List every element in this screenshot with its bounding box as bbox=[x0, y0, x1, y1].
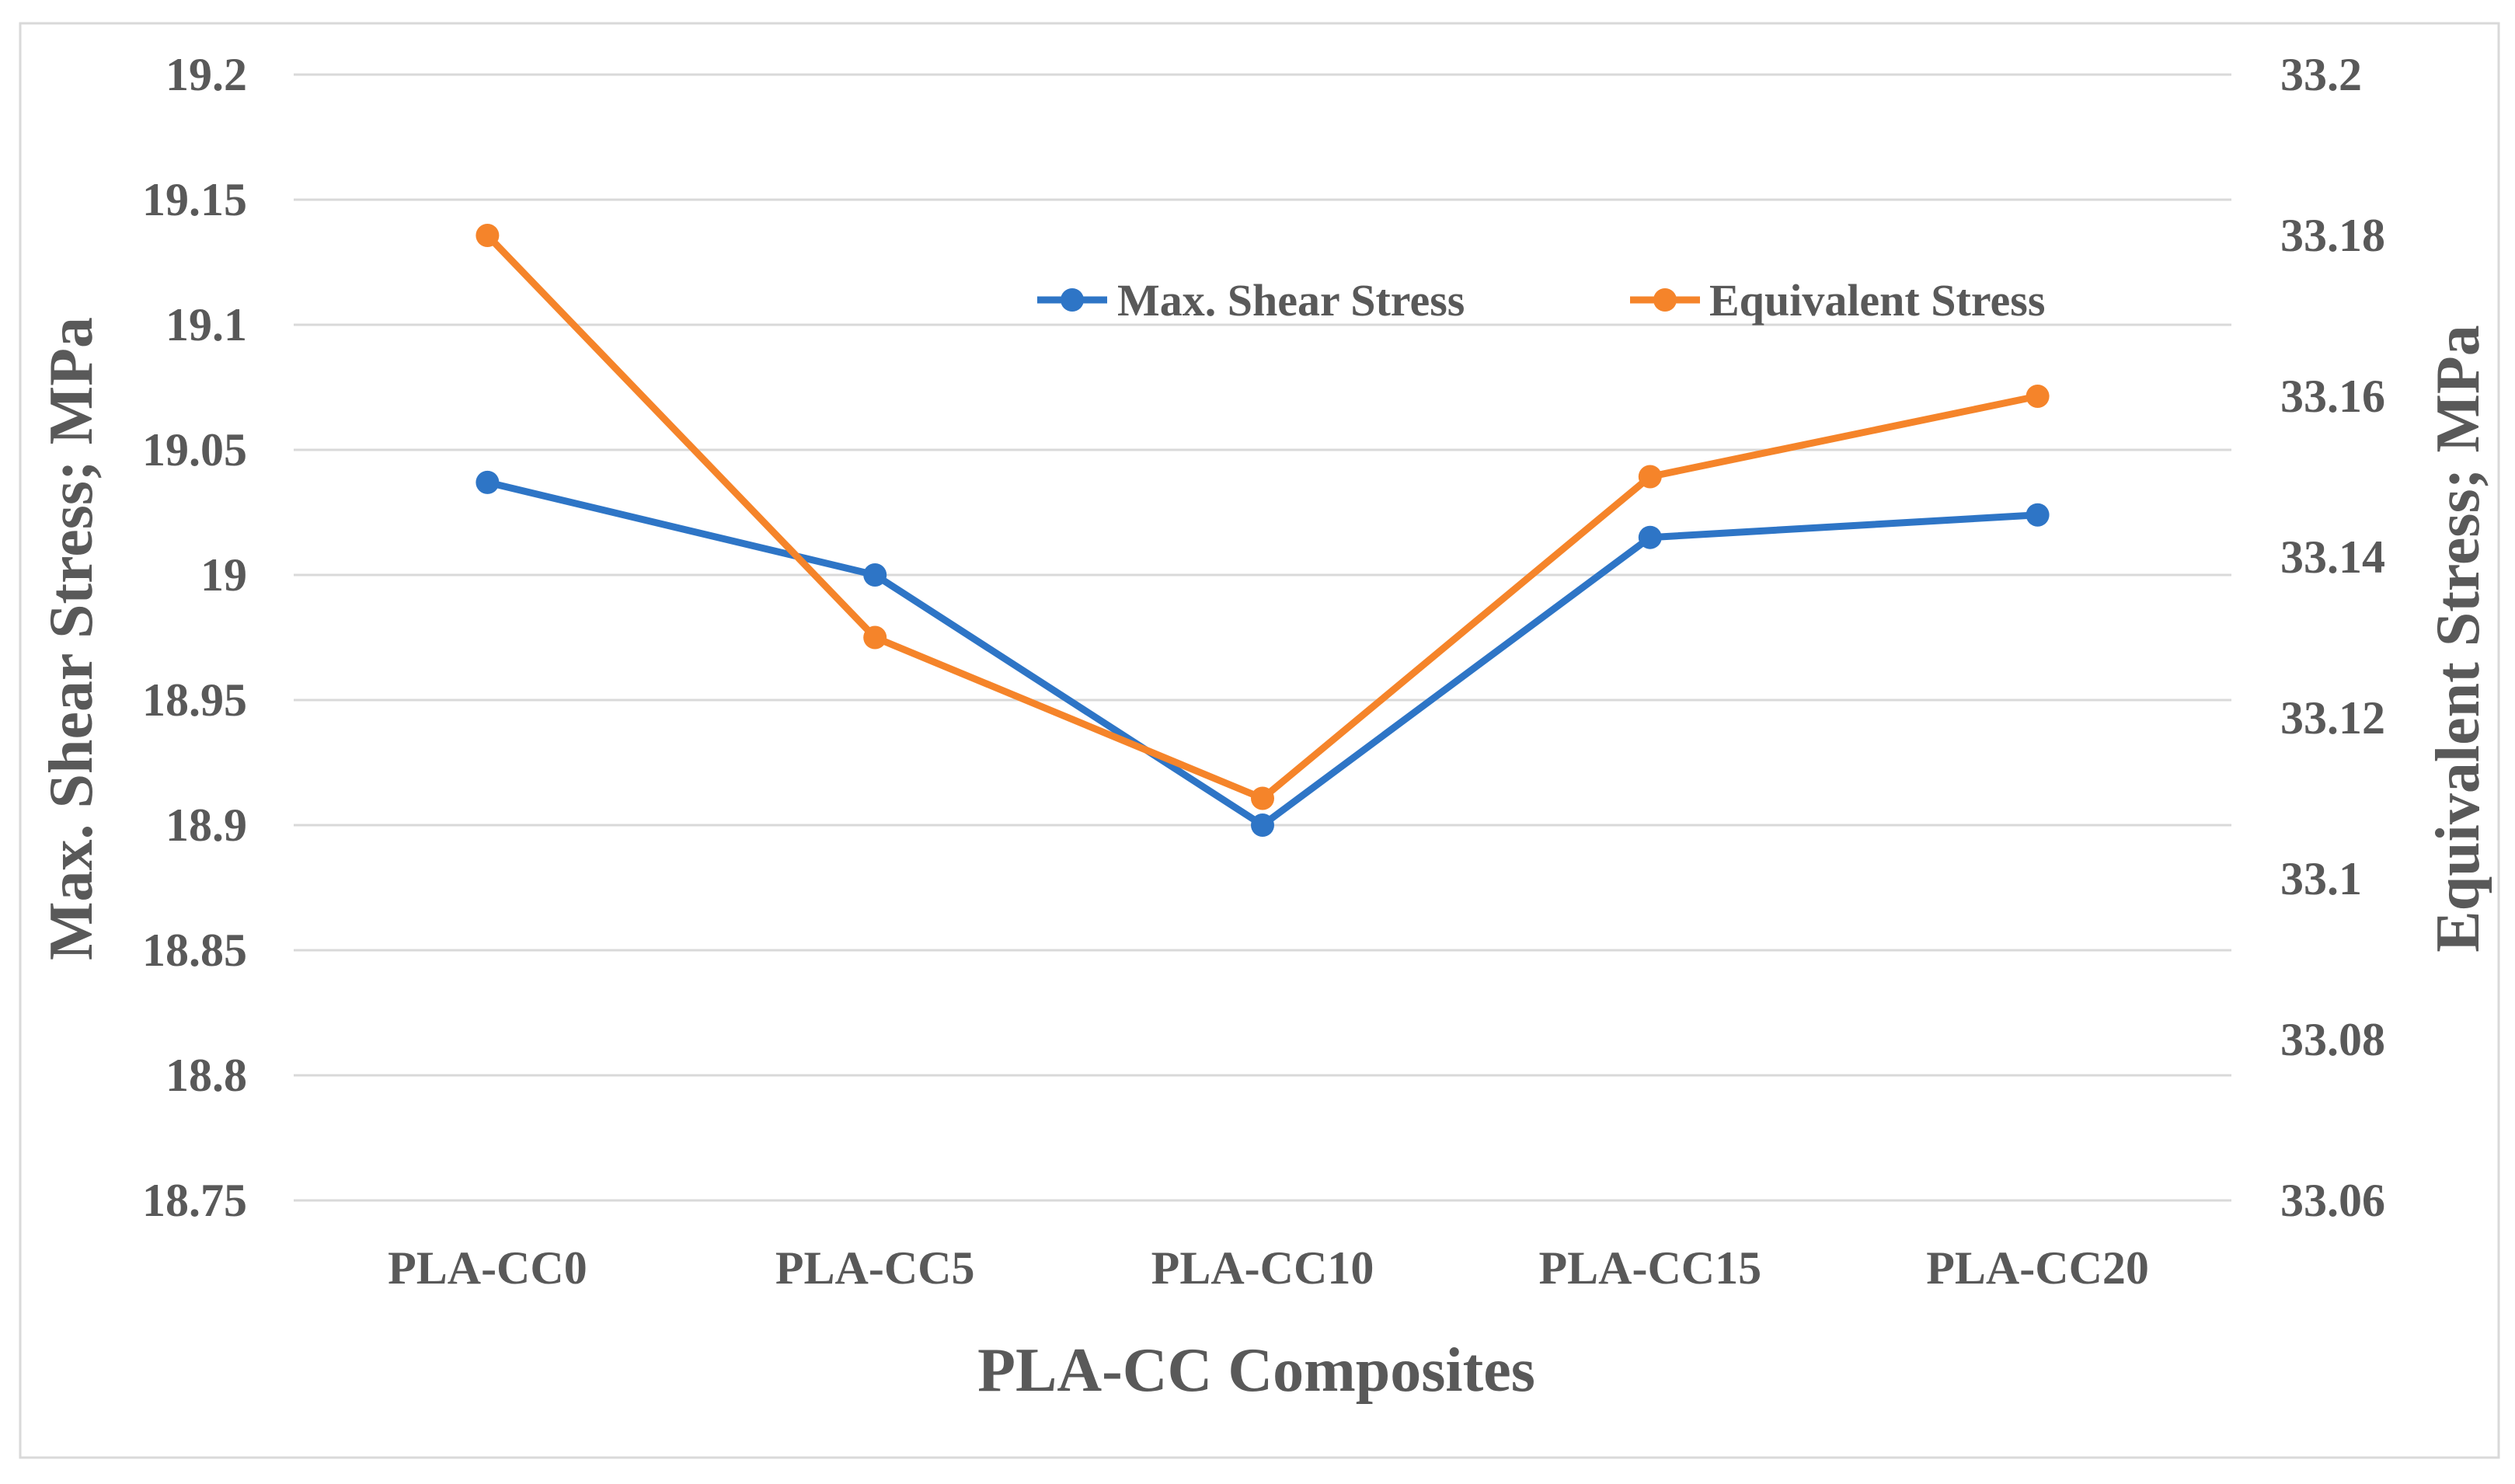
left-tick-label: 19 bbox=[200, 549, 247, 601]
right-tick-label: 33.2 bbox=[2280, 49, 2362, 100]
right-axis-ticks: 33.06 33.08 33.1 33.12 33.14 33.16 33.18 33.2 bbox=[2280, 49, 2385, 1226]
right-tick-label: 33.1 bbox=[2280, 853, 2362, 904]
left-tick-label: 18.95 bbox=[142, 674, 247, 726]
legend-item-max-shear-stress: Max. Shear Stress bbox=[1037, 275, 1465, 326]
legend-label: Max. Shear Stress bbox=[1117, 275, 1465, 326]
data-point bbox=[2026, 385, 2050, 408]
right-tick-label: 33.06 bbox=[2280, 1175, 2385, 1226]
data-point bbox=[1638, 465, 1662, 489]
right-tick-label: 33.14 bbox=[2280, 531, 2385, 583]
right-tick-label: 33.08 bbox=[2280, 1014, 2385, 1065]
legend-marker-icon bbox=[1061, 288, 1084, 312]
left-tick-label: 19.15 bbox=[142, 174, 247, 225]
data-point bbox=[475, 470, 500, 494]
left-axis-title: Max. Shear Stress; MPa bbox=[37, 317, 106, 960]
left-tick-label: 18.85 bbox=[142, 925, 247, 976]
right-tick-label: 33.12 bbox=[2280, 692, 2385, 744]
x-tick-label: PLA-CC0 bbox=[388, 1242, 587, 1294]
left-tick-label: 19.1 bbox=[165, 299, 247, 350]
legend-label: Equivalent Stress bbox=[1709, 275, 2045, 326]
series-max-shear-stress bbox=[475, 470, 2050, 837]
data-point bbox=[863, 563, 887, 587]
legend-item-equivalent-stress: Equivalent Stress bbox=[1630, 275, 2045, 326]
data-point bbox=[1638, 525, 1662, 549]
x-axis-title: PLA-CC Composites bbox=[977, 1336, 1535, 1405]
chart-frame bbox=[19, 22, 2500, 1459]
data-point bbox=[475, 224, 500, 247]
left-tick-label: 18.75 bbox=[142, 1175, 247, 1226]
left-tick-label: 19.2 bbox=[165, 49, 247, 100]
series-equivalent-stress bbox=[475, 224, 2050, 810]
legend-marker-icon bbox=[1653, 288, 1677, 312]
series-lines bbox=[475, 224, 2050, 837]
legend: Max. Shear Stress Equivalent Stress bbox=[1037, 275, 2045, 326]
x-tick-label: PLA-CC10 bbox=[1151, 1242, 1374, 1294]
data-point bbox=[863, 625, 887, 650]
right-axis-title: Equivalent Stress; MPa bbox=[2424, 325, 2492, 952]
data-point bbox=[1251, 813, 1274, 837]
data-point bbox=[1251, 786, 1274, 810]
x-tick-label: PLA-CC5 bbox=[775, 1242, 975, 1294]
left-tick-label: 18.9 bbox=[165, 799, 247, 851]
left-axis-ticks: 18.75 18.8 18.85 18.9 18.95 19 19.05 19.1 19.15 1… bbox=[142, 49, 247, 1226]
right-tick-label: 33.16 bbox=[2280, 371, 2385, 422]
left-tick-label: 19.05 bbox=[142, 424, 247, 476]
data-point bbox=[2026, 503, 2050, 527]
x-tick-label: PLA-CC20 bbox=[1926, 1242, 2149, 1294]
gridlines bbox=[294, 73, 2231, 1202]
x-tick-label: PLA-CC15 bbox=[1538, 1242, 1761, 1294]
right-tick-label: 33.18 bbox=[2280, 210, 2385, 261]
left-tick-label: 18.8 bbox=[165, 1050, 247, 1101]
x-axis-ticks: PLA-CC0 PLA-CC5 PLA-CC10 PLA-CC15 PLA-CC20 bbox=[388, 1242, 2149, 1294]
